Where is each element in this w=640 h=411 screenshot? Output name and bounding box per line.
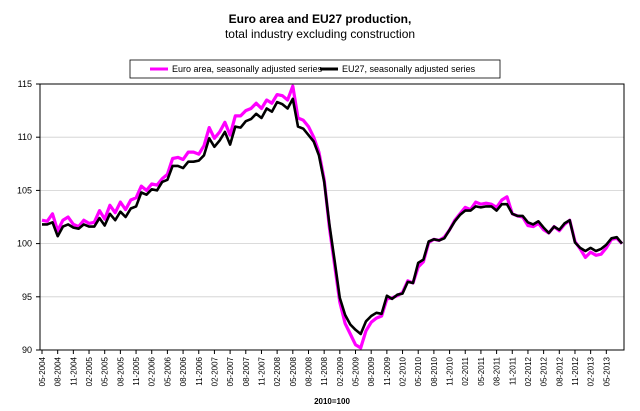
x-tick-label: 08-2010	[430, 356, 439, 386]
x-tick-label: 02-2007	[210, 356, 219, 386]
x-tick-label: 11-2011	[508, 356, 517, 385]
x-tick-label: 02-2005	[85, 356, 94, 386]
x-tick-label: 02-2013	[587, 356, 596, 386]
plot-area	[39, 83, 625, 351]
x-tick-label: 11-2005	[132, 356, 141, 385]
x-tick-label: 08-2008	[304, 356, 313, 386]
x-tick-label: 08-2004	[54, 356, 63, 386]
series-layer	[41, 84, 624, 350]
x-tick-label: 02-2008	[273, 356, 282, 386]
x-tick-label: 11-2010	[446, 356, 455, 385]
legend-box	[129, 59, 501, 79]
x-tick-label: 05-2008	[289, 356, 298, 386]
x-tick-label: 02-2009	[336, 356, 345, 386]
y-tick-label: 95	[22, 292, 32, 302]
x-tick-label: 05-2007	[226, 356, 235, 386]
legend-label-eu27: EU27, seasonally adjusted series	[342, 64, 476, 74]
y-tick-label: 90	[22, 345, 32, 355]
x-tick-label: 11-2004	[69, 356, 78, 385]
x-tick-label: 11-2009	[383, 356, 392, 385]
x-tick-label: 05-2006	[163, 356, 172, 386]
x-axis: 05-2004 08-2004 11-2004 02-2005 05-2005 08-20…	[38, 350, 611, 386]
x-tick-label: 05-2005	[101, 356, 110, 386]
x-tick-label: 05-2009	[352, 356, 361, 386]
x-tick-label: 08-2006	[179, 356, 188, 386]
y-tick-label: 105	[17, 185, 32, 195]
x-tick-label: 02-2011	[461, 356, 470, 385]
x-tick-label: 11-2006	[195, 356, 204, 385]
chart-title: Euro area and EU27 production,	[228, 12, 412, 26]
x-tick-label: 05-2004	[38, 356, 47, 386]
y-tick-label: 110	[18, 132, 32, 142]
x-tick-label: 11-2007	[257, 356, 266, 385]
x-tick-label: 02-2006	[148, 356, 157, 386]
x-tick-label: 05-2013	[602, 356, 611, 386]
y-tick-label: 115	[18, 79, 32, 89]
x-tick-label: 11-2012	[571, 356, 580, 385]
series-line-eu27	[42, 97, 624, 336]
legend: Euro area, seasonally adjusted series EU…	[129, 59, 501, 79]
x-tick-label: 11-2008	[320, 356, 329, 385]
y-tick-label: 100	[17, 239, 32, 249]
chart-subtitle: total industry excluding construction	[224, 27, 416, 41]
x-tick-label: 08-2007	[242, 356, 251, 386]
x-axis-label: 2010=100	[314, 397, 350, 406]
x-tick-label: 08-2005	[116, 356, 125, 386]
x-tick-label: 05-2011	[477, 356, 486, 385]
series-line-euro-area	[41, 84, 624, 350]
legend-label-euro-area: Euro area, seasonally adjusted series	[172, 64, 323, 74]
x-tick-label: 05-2012	[540, 356, 549, 386]
x-tick-label: 08-2009	[367, 356, 376, 386]
y-axis: 90 95 100 105 110 115	[17, 79, 40, 355]
x-tick-label: 02-2012	[524, 356, 533, 386]
x-tick-label: 08-2012	[555, 356, 564, 386]
grid-layer	[40, 83, 624, 351]
x-tick-label: 02-2010	[399, 356, 408, 386]
x-tick-label: 05-2010	[414, 356, 423, 386]
x-tick-label: 08-2011	[493, 356, 502, 385]
